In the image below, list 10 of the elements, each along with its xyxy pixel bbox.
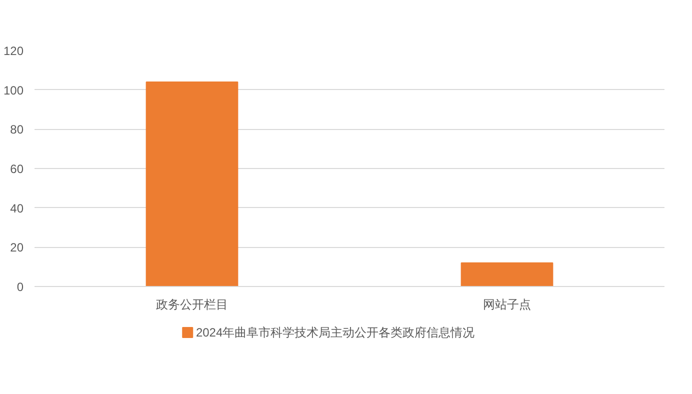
x-tick-label: 政务公开栏目 (156, 298, 228, 312)
y-tick-label: 20 (10, 240, 24, 255)
y-tick-label: 80 (10, 122, 24, 137)
y-tick-label: 0 (16, 280, 24, 294)
y-tick-label: 60 (10, 162, 24, 176)
y-tick-label: 120 (3, 44, 24, 58)
y-tick-label: 100 (3, 83, 24, 98)
x-tick-label: 网站子点 (483, 298, 531, 312)
legend-label: 2024年曲阜市科学技术局主动公开各类政府信息情况 (196, 326, 475, 340)
y-tick-label: 40 (10, 201, 24, 216)
